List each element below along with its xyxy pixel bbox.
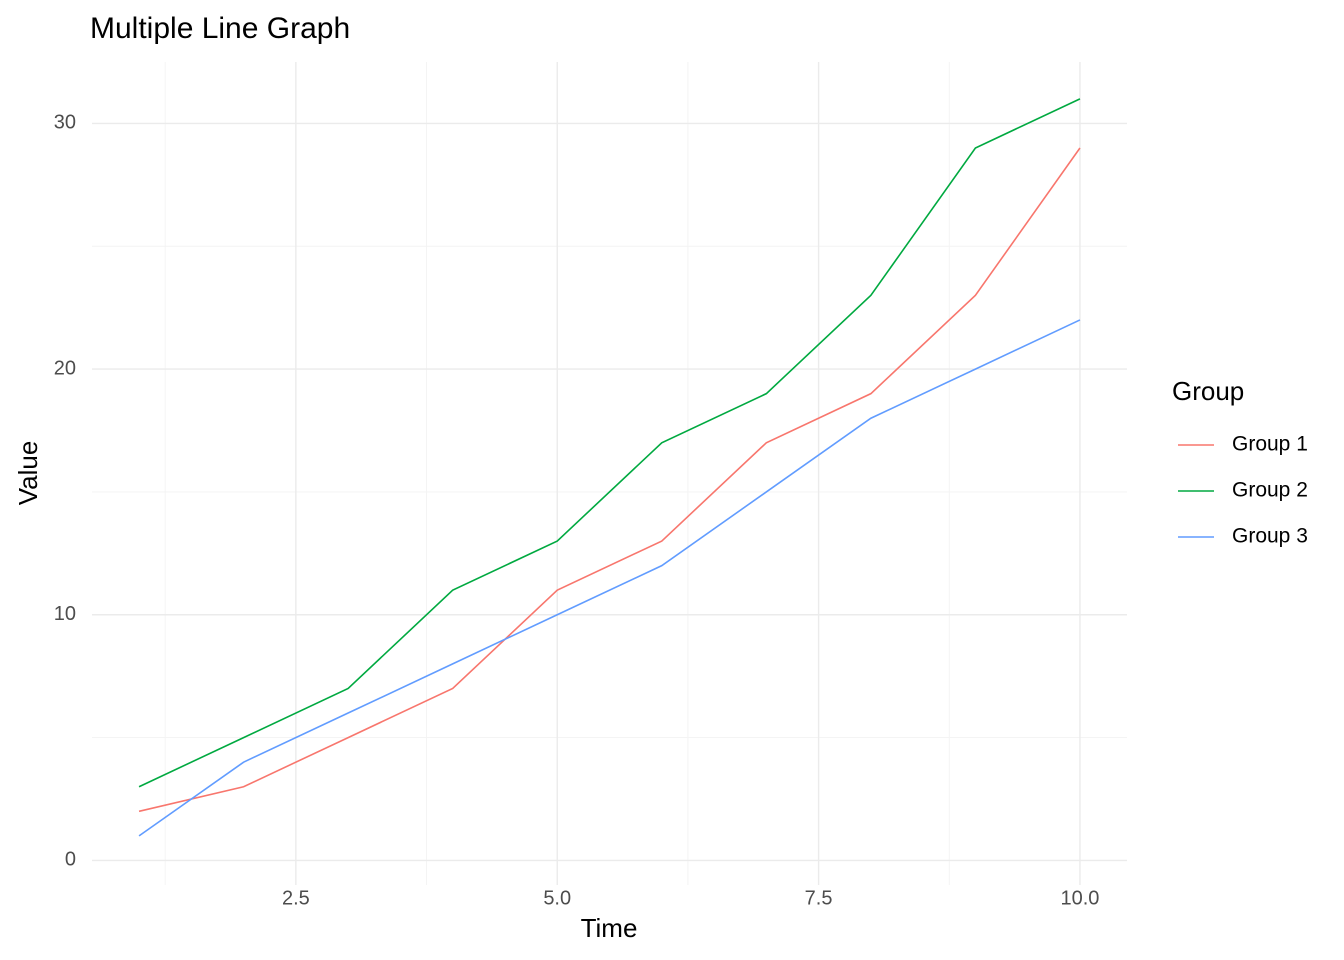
series-line [138,319,1081,837]
x-tick-label: 7.5 [805,887,833,909]
y-tick-label: 20 [54,357,76,379]
x-tick-label: 2.5 [282,887,310,909]
y-tick-label: 30 [54,112,76,134]
legend-label: Group 3 [1232,525,1308,548]
series-line [138,147,1081,813]
x-tick-label: 10.0 [1060,887,1099,909]
legend-label: Group 2 [1232,479,1308,502]
x-axis-title: Time [581,913,638,943]
chart-title: Multiple Line Graph [90,12,350,45]
legend-title: Group [1172,376,1244,406]
y-axis-title: Value [13,441,43,506]
series-line [138,98,1081,788]
y-tick-label: 0 [65,849,76,871]
y-tick-label: 10 [54,603,76,625]
x-tick-label: 5.0 [543,887,571,909]
legend-label: Group 1 [1232,433,1308,456]
